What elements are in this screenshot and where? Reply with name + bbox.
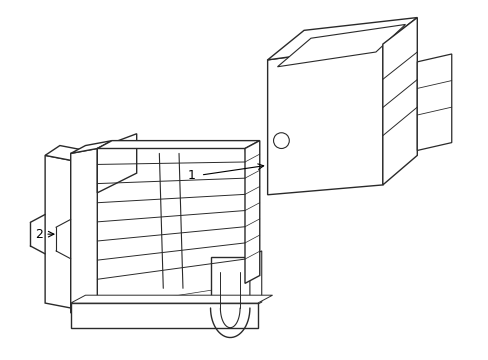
Polygon shape [267, 18, 416, 60]
Polygon shape [45, 145, 85, 160]
Polygon shape [97, 148, 254, 308]
Polygon shape [382, 18, 416, 185]
Text: 2: 2 [35, 228, 43, 240]
Polygon shape [244, 141, 259, 283]
Polygon shape [267, 44, 382, 195]
Polygon shape [71, 148, 97, 313]
Polygon shape [249, 251, 261, 308]
Polygon shape [210, 257, 249, 308]
Polygon shape [97, 141, 259, 148]
Polygon shape [71, 295, 272, 303]
Polygon shape [97, 134, 137, 193]
Polygon shape [45, 156, 71, 308]
Polygon shape [416, 54, 451, 150]
Polygon shape [71, 141, 112, 153]
Text: 1: 1 [187, 168, 195, 181]
Polygon shape [71, 303, 257, 328]
Polygon shape [277, 24, 405, 67]
